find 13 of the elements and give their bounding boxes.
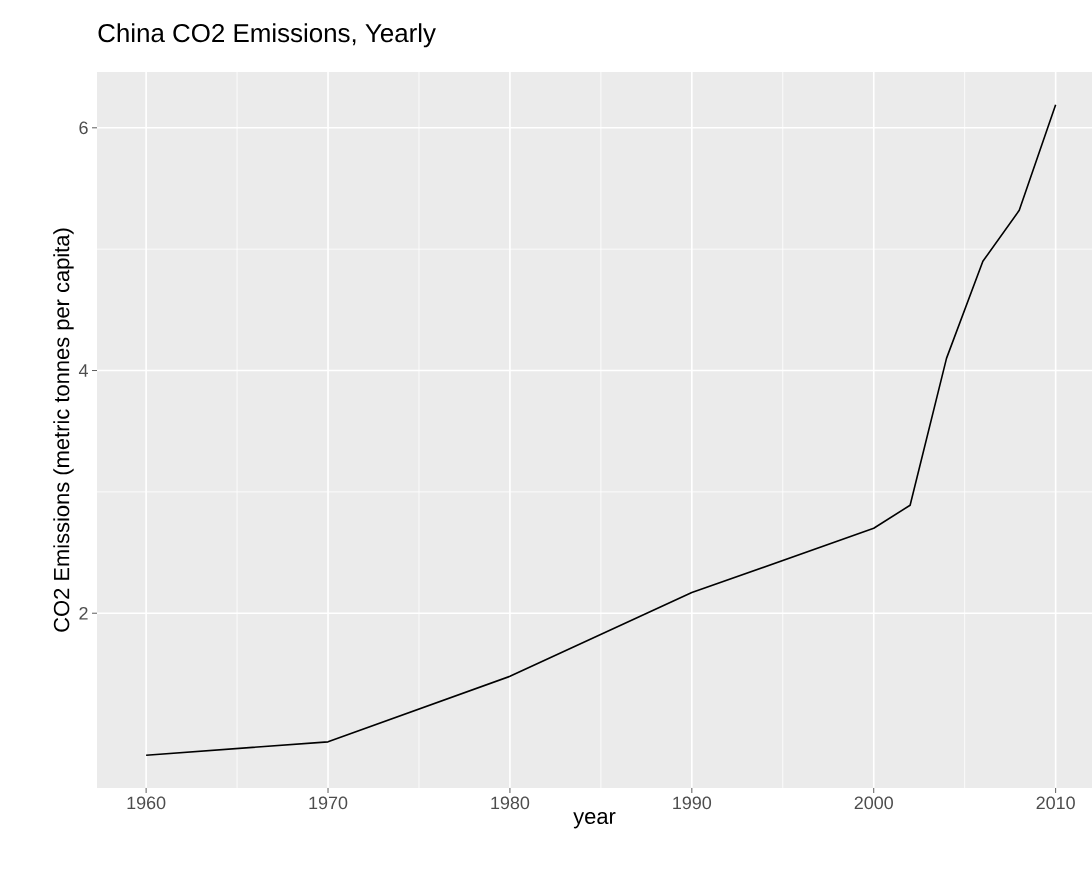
x-tick-label: 1980 [491, 796, 530, 810]
y-tick-label: 6 [79, 121, 88, 135]
y-tick-label: 4 [78, 364, 88, 377]
x-tick-label: 1990 [673, 796, 712, 810]
x-axis-title: year [573, 812, 616, 829]
y-tick-label: 2 [79, 606, 88, 620]
x-tick-label: 1960 [127, 796, 166, 810]
x-tick-label: 1970 [309, 796, 348, 810]
line-series [145, 103, 1057, 757]
x-tick-label: 2010 [1036, 796, 1075, 810]
x-tick-label: 2000 [854, 796, 893, 810]
chart-title: China CO2 Emissions, Yearly [98, 23, 436, 48]
y-axis-title: CO2 Emissions (metric tonnes per capita) [53, 228, 74, 632]
